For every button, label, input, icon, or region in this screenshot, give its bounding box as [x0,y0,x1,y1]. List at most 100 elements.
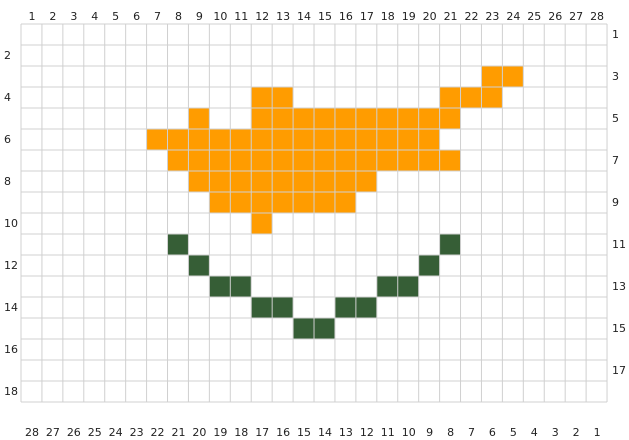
cell-orange[interactable] [293,171,315,192]
row-label-right: 7 [612,154,619,167]
cell-orange[interactable] [251,129,273,150]
cell-orange[interactable] [439,150,461,171]
cell-orange[interactable] [167,129,189,150]
cell-green[interactable] [230,276,252,297]
row-label-right: 9 [612,196,619,209]
cell-orange[interactable] [439,87,461,108]
cell-orange[interactable] [272,192,294,213]
cell-orange[interactable] [251,150,273,171]
cell-green[interactable] [397,276,419,297]
column-label-bottom: 7 [467,426,475,439]
cell-green[interactable] [418,255,440,276]
cell-orange[interactable] [272,171,294,192]
cell-orange[interactable] [251,192,273,213]
cell-orange[interactable] [272,150,294,171]
cell-orange[interactable] [251,213,273,234]
cell-orange[interactable] [355,108,377,129]
cell-orange[interactable] [230,171,252,192]
cell-orange[interactable] [188,171,210,192]
cell-orange[interactable] [230,150,252,171]
cell-orange[interactable] [314,192,335,213]
cell-orange[interactable] [314,108,335,129]
cell-orange[interactable] [251,171,273,192]
row-label-left: 10 [4,217,18,230]
cell-orange[interactable] [397,150,419,171]
cell-orange[interactable] [272,129,294,150]
cell-green[interactable] [272,297,294,318]
cell-orange[interactable] [146,129,168,150]
column-label-bottom: 6 [488,426,496,439]
cell-green[interactable] [251,297,273,318]
cell-orange[interactable] [397,108,419,129]
cell-orange[interactable] [293,108,315,129]
cell-orange[interactable] [251,108,273,129]
cell-orange[interactable] [460,87,482,108]
cell-green[interactable] [376,276,398,297]
cell-orange[interactable] [230,192,252,213]
column-label-bottom: 2 [572,426,580,439]
row-label-left: 18 [4,385,18,398]
cell-orange[interactable] [209,150,231,171]
cell-orange[interactable] [355,171,377,192]
cell-orange[interactable] [209,129,231,150]
cell-orange[interactable] [293,192,315,213]
cell-orange[interactable] [418,129,440,150]
cell-orange[interactable] [293,129,315,150]
cell-orange[interactable] [167,150,189,171]
column-label-bottom: 25 [87,426,102,439]
cell-orange[interactable] [481,66,503,87]
cell-orange[interactable] [314,129,335,150]
column-label-bottom: 5 [509,426,517,439]
cell-orange[interactable] [334,150,356,171]
cell-orange[interactable] [251,87,273,108]
column-label-bottom: 10 [401,426,416,439]
cell-orange[interactable] [188,150,210,171]
cell-green[interactable] [334,297,356,318]
cell-orange[interactable] [376,108,398,129]
column-label-top: 14 [297,10,312,23]
cell-orange[interactable] [188,129,210,150]
column-label-bottom: 13 [338,426,353,439]
cell-orange[interactable] [439,108,461,129]
cell-orange[interactable] [376,150,398,171]
column-label-top: 15 [317,10,332,23]
cell-green[interactable] [314,318,335,339]
cell-orange[interactable] [272,108,294,129]
cell-orange[interactable] [418,150,440,171]
column-label-top: 5 [112,10,120,23]
column-label-top: 16 [338,10,353,23]
column-label-bottom: 8 [447,426,455,439]
cell-green[interactable] [209,276,231,297]
cell-green[interactable] [355,297,377,318]
cell-orange[interactable] [334,171,356,192]
column-label-bottom: 15 [297,426,312,439]
cell-orange[interactable] [314,171,335,192]
cell-orange[interactable] [355,150,377,171]
row-label-right: 15 [612,322,626,335]
column-label-top: 17 [359,10,374,23]
row-label-left: 12 [4,259,18,272]
cell-orange[interactable] [293,150,315,171]
cell-orange[interactable] [334,108,356,129]
cell-orange[interactable] [397,129,419,150]
cell-orange[interactable] [334,192,356,213]
cell-green[interactable] [293,318,315,339]
cell-orange[interactable] [376,129,398,150]
cell-orange[interactable] [209,171,231,192]
cell-orange[interactable] [272,87,294,108]
cell-green[interactable] [188,255,210,276]
cell-orange[interactable] [418,108,440,129]
cell-orange[interactable] [502,66,524,87]
cell-orange[interactable] [230,129,252,150]
cell-orange[interactable] [188,108,210,129]
cell-orange[interactable] [334,129,356,150]
column-label-top: 13 [276,10,291,23]
cell-green[interactable] [167,234,189,255]
cell-green[interactable] [439,234,461,255]
cell-orange[interactable] [355,129,377,150]
cell-orange[interactable] [209,192,231,213]
cell-orange[interactable] [314,150,335,171]
cell-orange[interactable] [481,87,503,108]
